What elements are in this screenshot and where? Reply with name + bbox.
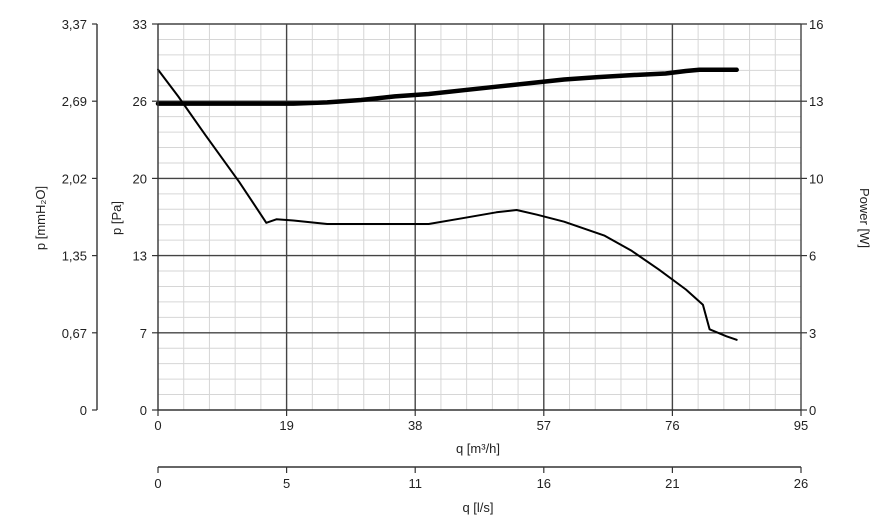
major-grid [158, 23, 802, 410]
x-axis-label-m3h: q [m³/h] [456, 441, 500, 456]
power-curve [155, 67, 739, 106]
pa-tick-label: 0 [140, 403, 147, 418]
m3h-tick-label: 0 [154, 418, 161, 433]
mmh2o-tick-label: 2,02 [62, 171, 87, 186]
ls-tick-label: 16 [537, 476, 551, 491]
ls-tick-label: 21 [665, 476, 679, 491]
minor-grid [158, 24, 801, 410]
m3h-tick-label: 95 [794, 418, 808, 433]
power-tick-label: 3 [809, 326, 816, 341]
mmh2o-tick-label: 0 [80, 403, 87, 418]
m3h-tick-label: 76 [665, 418, 679, 433]
y-axis-label-pa: p [Pa] [109, 201, 124, 235]
pa-tick-label: 13 [133, 249, 147, 264]
ls-tick-label: 11 [408, 476, 422, 491]
power-tick-label: 0 [809, 403, 816, 418]
x-axis-label-ls: q [l/s] [462, 500, 493, 515]
y-axis-label-mmh2o: p [mmH₂O] [33, 186, 48, 250]
pa-tick-label: 33 [133, 17, 147, 32]
mmh2o-tick-label: 2,69 [62, 94, 87, 109]
pa-tick-label: 7 [140, 326, 147, 341]
pa-tick-label: 26 [133, 94, 147, 109]
power-tick-label: 10 [809, 171, 823, 186]
ls-tick-label: 0 [154, 476, 161, 491]
pressure-curve [157, 68, 738, 341]
axes-layer [92, 23, 807, 473]
mmh2o-tick-label: 1,35 [62, 249, 87, 264]
power-tick-label: 6 [809, 249, 816, 264]
m3h-tick-label: 38 [408, 418, 422, 433]
pa-tick-label: 20 [133, 171, 147, 186]
m3h-tick-label: 57 [537, 418, 551, 433]
mmh2o-tick-label: 3,37 [62, 17, 87, 32]
m3h-tick-label: 19 [279, 418, 293, 433]
power-tick-label: 13 [809, 94, 823, 109]
power-tick-label: 16 [809, 17, 823, 32]
series-layer [155, 67, 739, 341]
tick-labels: 0 7 13 20 26 33 0 0,67 1,35 2,02 2,69 3,37 0 3 6 10 13 16… [62, 17, 824, 491]
y-axis-label-power: Power [W] [857, 188, 872, 248]
mmh2o-tick-label: 0,67 [62, 326, 87, 341]
ls-tick-label: 5 [283, 476, 290, 491]
ls-tick-label: 26 [794, 476, 808, 491]
